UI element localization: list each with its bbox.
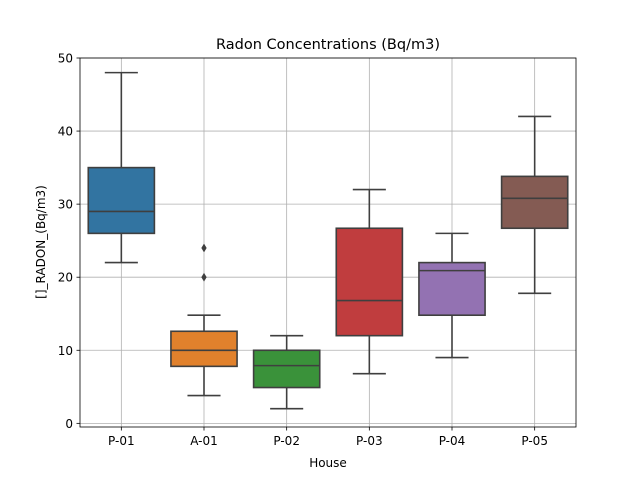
outlier-marker-a-01 [201, 272, 207, 282]
box-p-02 [252, 349, 321, 389]
x-axis-label: House [309, 456, 347, 470]
y-tick-label: 10 [58, 344, 73, 358]
box-p-05 [500, 175, 569, 230]
box-p-03 [335, 227, 404, 337]
x-tick-label: P-01 [108, 434, 135, 448]
y-tick-label: 50 [58, 52, 73, 66]
y-axis-label: []_RADON_(Bq/m3) [34, 185, 48, 299]
box-a-01 [170, 330, 238, 368]
plot-frame [79, 57, 577, 428]
outlier-marker-a-01 [201, 243, 207, 253]
chart-title: Radon Concentrations (Bq/m3) [216, 37, 440, 53]
x-tick-label: P-05 [521, 434, 548, 448]
x-tick-label: P-03 [356, 434, 383, 448]
plot-area: 0 10 20 30 40 50 P-01 A-01 P-02 P-03 P-04 P-05 [58, 52, 577, 448]
x-tick-label: P-02 [273, 434, 300, 448]
y-tick-label: 0 [65, 417, 73, 431]
x-tick-label: P-04 [439, 434, 466, 448]
x-tick-label: A-01 [190, 434, 218, 448]
box-p-01 [87, 166, 156, 235]
y-tick-label: 20 [58, 271, 73, 285]
y-tick-label: 30 [58, 198, 73, 212]
y-tick-label: 40 [58, 125, 73, 139]
